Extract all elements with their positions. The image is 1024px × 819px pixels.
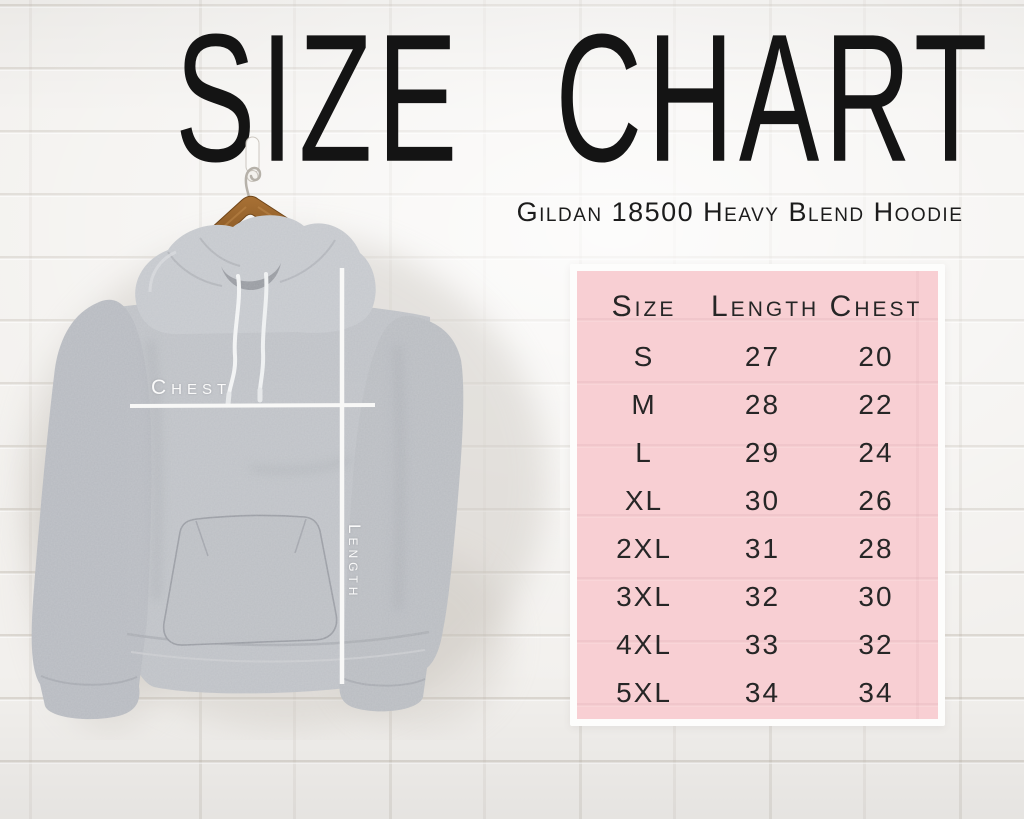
table-row: 5XL 34 34 xyxy=(577,669,938,717)
cell-chest: 32 xyxy=(858,629,894,660)
table-row: 4XL 33 32 xyxy=(577,621,938,669)
cell-length: 29 xyxy=(744,437,781,468)
size-chart-table: Size Length Chest S 27 20 M 28 22 L 29 2… xyxy=(570,264,945,726)
hanger-wire-hook xyxy=(244,166,262,214)
wall-hook-icon xyxy=(245,136,260,182)
cell-size: L xyxy=(635,437,653,468)
cell-chest: 34 xyxy=(858,677,894,708)
cell-length: 34 xyxy=(744,677,781,708)
cell-size: M xyxy=(631,389,657,420)
cell-length: 30 xyxy=(744,485,781,516)
table-header-row: Size Length Chest xyxy=(577,281,938,333)
table-row: M 28 22 xyxy=(577,381,938,429)
chest-measure-line xyxy=(129,403,376,408)
cell-length: 27 xyxy=(744,341,781,372)
cell-chest: 22 xyxy=(858,389,894,420)
cell-chest: 20 xyxy=(858,341,894,372)
cell-length: 28 xyxy=(744,389,781,420)
cell-size: S xyxy=(633,341,655,372)
table-row: 3XL 32 30 xyxy=(577,573,938,621)
column-header-size: Size xyxy=(611,290,677,323)
cell-chest: 26 xyxy=(858,485,894,516)
cell-size: 4XL xyxy=(616,629,672,660)
cell-size: 5XL xyxy=(616,677,672,708)
cell-size: 3XL xyxy=(616,581,672,612)
cell-chest: 30 xyxy=(858,581,894,612)
cell-size: XL xyxy=(624,485,664,516)
chest-measurement-label: Chest xyxy=(151,376,232,399)
column-header-length: Length xyxy=(711,290,820,323)
page-title: SIZE CHART xyxy=(0,5,1024,191)
cell-length: 33 xyxy=(744,629,781,660)
cell-length: 32 xyxy=(744,581,781,612)
table-row: S 27 20 xyxy=(577,333,938,381)
length-measurement-label: Length xyxy=(345,524,364,600)
table-row: L 29 24 xyxy=(577,429,938,477)
table-row: XL 30 26 xyxy=(577,477,938,525)
hoodie-illustration xyxy=(23,136,547,730)
product-subtitle: Gildan 18500 Heavy Blend Hoodie xyxy=(516,197,964,227)
cell-chest: 24 xyxy=(858,437,894,468)
column-header-chest: Chest xyxy=(829,290,923,323)
table-row: 2XL 31 28 xyxy=(577,525,938,573)
cell-chest: 28 xyxy=(858,533,894,564)
cell-size: 2XL xyxy=(616,533,672,564)
page-title-text: SIZE CHART xyxy=(175,0,993,200)
cell-length: 31 xyxy=(744,533,781,564)
